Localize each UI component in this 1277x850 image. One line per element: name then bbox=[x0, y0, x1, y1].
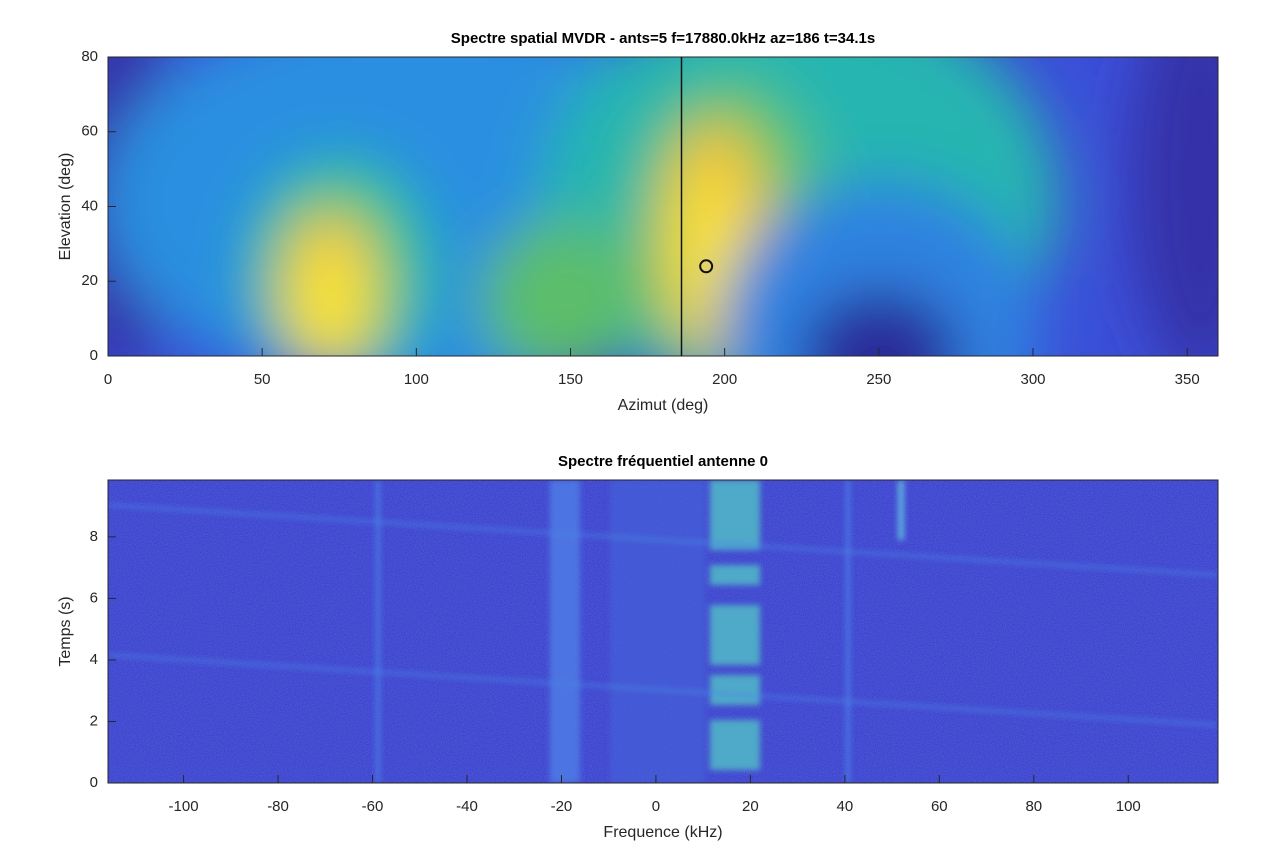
y-axis-label: Elevation (deg) bbox=[57, 153, 74, 261]
x-tick-label: -100 bbox=[169, 798, 199, 815]
y-tick-label: 0 bbox=[90, 774, 98, 791]
x-tick-label: 350 bbox=[1175, 371, 1200, 388]
x-tick-label: -40 bbox=[456, 798, 478, 815]
x-tick-label: 250 bbox=[866, 371, 891, 388]
x-tick-label: 300 bbox=[1020, 371, 1045, 388]
x-tick-label: 0 bbox=[652, 798, 660, 815]
peak-marker bbox=[699, 259, 714, 274]
y-tick-label: 6 bbox=[90, 589, 98, 606]
x-axis-label: Frequence (kHz) bbox=[603, 824, 722, 841]
x-tick-label: 50 bbox=[254, 371, 271, 388]
chart-title: Spectre spatial MVDR - ants=5 f=17880.0k… bbox=[451, 30, 875, 47]
y-tick-label: 40 bbox=[81, 197, 98, 214]
mvdr-image bbox=[108, 57, 1218, 356]
x-tick-label: 200 bbox=[712, 371, 737, 388]
y-tick-label: 8 bbox=[90, 528, 98, 545]
x-tick-label: -60 bbox=[362, 798, 384, 815]
spectrogram-image bbox=[108, 480, 1218, 783]
y-tick-label: 0 bbox=[90, 347, 98, 364]
x-tick-label: -80 bbox=[267, 798, 289, 815]
y-tick-label: 20 bbox=[81, 272, 98, 289]
y-tick-label: 4 bbox=[90, 651, 98, 668]
y-tick-label: 2 bbox=[90, 712, 98, 729]
x-tick-label: 40 bbox=[837, 798, 854, 815]
x-tick-label: 150 bbox=[558, 371, 583, 388]
x-tick-label: 0 bbox=[104, 371, 112, 388]
x-tick-label: 60 bbox=[931, 798, 948, 815]
x-tick-label: -20 bbox=[551, 798, 573, 815]
y-tick-label: 80 bbox=[81, 48, 98, 65]
chart-title: Spectre fréquentiel antenne 0 bbox=[558, 453, 768, 470]
x-axis-label: Azimut (deg) bbox=[618, 397, 709, 414]
x-tick-label: 100 bbox=[1116, 798, 1141, 815]
x-tick-label: 20 bbox=[742, 798, 759, 815]
axes-box bbox=[107, 479, 1219, 784]
y-tick-label: 60 bbox=[81, 123, 98, 140]
x-tick-label: 80 bbox=[1025, 798, 1042, 815]
x-tick-label: 100 bbox=[404, 371, 429, 388]
y-axis-label: Temps (s) bbox=[57, 596, 74, 666]
